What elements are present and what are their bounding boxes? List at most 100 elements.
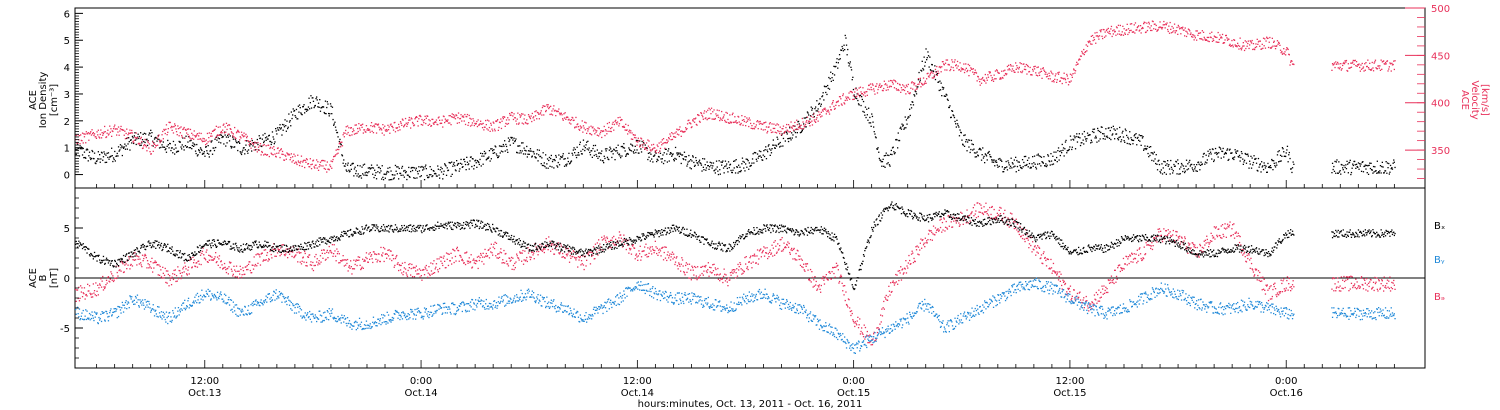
series-bz-point (507, 265, 510, 267)
series-density-point (787, 138, 789, 140)
series-density-point (282, 129, 284, 131)
series-velocity-point (1146, 29, 1149, 32)
series-density-point (1352, 163, 1354, 165)
series-density-point (1234, 149, 1236, 151)
series-density-point (639, 144, 641, 146)
series-bz-point (468, 257, 470, 259)
series-density-point (193, 145, 195, 147)
series-density-point (203, 151, 205, 153)
series-velocity-point (1050, 70, 1052, 72)
series-velocity-point (126, 128, 128, 130)
series-bz-point (303, 261, 305, 263)
series-velocity-point (294, 155, 296, 157)
series-velocity-point (719, 117, 721, 119)
series-bz-point (590, 251, 592, 253)
series-velocity-point (872, 84, 874, 86)
series-bz-point (463, 262, 465, 264)
series-velocity-point (212, 130, 214, 132)
series-density-point (927, 51, 929, 53)
series-velocity-point (1393, 60, 1395, 62)
series-density-point (252, 145, 254, 147)
series-density-point (1171, 168, 1173, 170)
series-bz-point (618, 237, 620, 239)
series-density-point (876, 148, 879, 150)
series-velocity-point (489, 130, 491, 132)
series-bz-point (599, 246, 602, 248)
series-bz-point (365, 256, 367, 259)
series-velocity-point (1206, 39, 1208, 41)
series-density-point (162, 146, 164, 148)
series-density-point (468, 163, 470, 165)
series-density-point (105, 161, 108, 163)
series-bz-point (403, 267, 405, 269)
series-bz-point (97, 284, 99, 286)
series-density-point (600, 152, 602, 155)
series-density-point (1249, 160, 1251, 162)
series-density-point (730, 169, 732, 172)
series-bz-point (441, 262, 443, 264)
series-density-point (546, 158, 549, 160)
series-velocity-point (87, 133, 89, 135)
series-density-point (1350, 171, 1353, 174)
series-density-point (370, 167, 372, 170)
series-density-point (936, 72, 938, 75)
series-density-point (498, 145, 501, 147)
series-density-point (677, 152, 679, 154)
series-velocity-point (1390, 70, 1392, 72)
series-density-point (502, 151, 504, 153)
series-density-point (1085, 138, 1087, 140)
series-density-point (1189, 159, 1191, 162)
series-density-point (758, 150, 761, 152)
series-density-point (1216, 153, 1218, 156)
series-density-point (614, 159, 616, 161)
series-bz-point (414, 267, 416, 269)
series-density-point (833, 74, 836, 76)
series-velocity-point (1276, 40, 1279, 42)
series-density-point (1048, 160, 1050, 162)
series-density-point (1265, 165, 1267, 167)
series-density-point (1388, 162, 1390, 165)
series-velocity-point (692, 119, 694, 121)
series-density-point (86, 148, 88, 150)
series-velocity-point (1009, 69, 1011, 71)
series-bz-point (357, 259, 359, 261)
series-velocity-point (124, 130, 126, 132)
series-bz-point (365, 252, 368, 254)
series-bz-point (309, 254, 311, 256)
series-velocity-point (568, 118, 570, 120)
series-density-point (1067, 149, 1070, 151)
series-density-point (810, 106, 812, 108)
series-velocity-point (992, 78, 994, 81)
series-velocity-point (359, 129, 361, 131)
series-velocity-point (1013, 70, 1015, 72)
series-density-point (140, 144, 142, 146)
series-density-point (1128, 143, 1130, 145)
series-velocity-point (712, 111, 714, 113)
series-density-point (1333, 165, 1335, 168)
series-density-point (985, 155, 988, 157)
series-velocity-point (1263, 45, 1265, 47)
series-bz-point (384, 253, 386, 255)
series-velocity-point (230, 131, 233, 133)
series-velocity-point (590, 125, 592, 127)
series-density-point (367, 172, 369, 174)
series-velocity-point (693, 118, 695, 120)
series-density-point (1276, 154, 1279, 156)
series-velocity-point (965, 63, 967, 65)
series-bz-point (550, 244, 552, 246)
series-velocity-point (1257, 41, 1260, 43)
series-density-point (1174, 165, 1176, 167)
series-density-point (781, 133, 783, 135)
series-velocity-point (234, 126, 236, 129)
series-density-point (451, 161, 453, 163)
series-density-point (1185, 165, 1187, 167)
series-bz-point (314, 256, 316, 258)
series-bz-point (372, 261, 374, 264)
series-velocity-point (715, 113, 717, 115)
series-velocity-point (678, 128, 680, 131)
series-velocity-point (668, 138, 670, 140)
series-velocity-point (240, 137, 242, 139)
series-velocity-point (1218, 38, 1220, 41)
series-velocity-point (691, 126, 693, 128)
series-density-point (674, 146, 677, 149)
